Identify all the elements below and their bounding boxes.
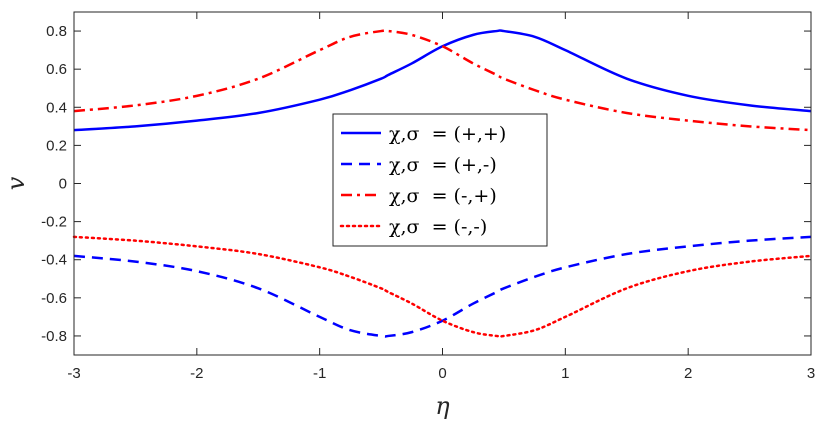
y-tick-label: -0.8	[41, 328, 67, 345]
series-plus-minus	[73, 235, 812, 338]
series-minus-minus	[72, 235, 813, 338]
y-tick-label: -0.2	[41, 214, 67, 231]
legend-entry: χ,σ = (-,-)	[339, 216, 487, 238]
y-tick-label: 0.6	[46, 61, 67, 78]
y-tick-label: 0.2	[46, 137, 67, 154]
legend: χ,σ = (+,+) χ,σ = (+,-) χ,σ = (-,+) χ,σ …	[332, 113, 548, 247]
legend-entry: χ,σ = (+,-)	[341, 154, 497, 176]
x-tick-label: 3	[807, 365, 815, 382]
x-tick-label: -3	[67, 365, 80, 382]
legend-entry: χ,σ = (-,+)	[341, 185, 497, 207]
series-layer	[72, 29, 813, 338]
legend-label: χ,σ = (-,+)	[389, 185, 497, 207]
x-tick-label: -1	[313, 365, 326, 382]
legend-label: χ,σ = (-,-)	[389, 216, 487, 238]
legend-label: χ,σ = (+,+)	[389, 123, 506, 145]
x-tick-label: 2	[684, 365, 692, 382]
y-tick-label: 0.4	[46, 99, 67, 116]
x-tick-label: -2	[190, 365, 203, 382]
y-tick-label: -0.4	[41, 252, 67, 269]
legend-entry: χ,σ = (+,+)	[341, 123, 506, 145]
y-axis-label: v	[2, 176, 30, 190]
x-tick-label: 1	[561, 365, 569, 382]
ticks-layer: -3 -2 -1 0 1 2 3 -0.8 -0.6 -0.4 -0.2 0 0.2 0.4 0.6 0.8	[41, 12, 815, 382]
y-tick-label: -0.6	[41, 290, 67, 307]
y-tick-label: 0.8	[46, 23, 67, 40]
legend-box	[332, 113, 548, 247]
x-axis-label: η	[435, 392, 450, 420]
y-tick-label: 0	[59, 176, 67, 193]
x-tick-label: 0	[438, 365, 446, 382]
legend-label: χ,σ = (+,-)	[389, 154, 497, 176]
series-minus-plus	[73, 29, 812, 132]
